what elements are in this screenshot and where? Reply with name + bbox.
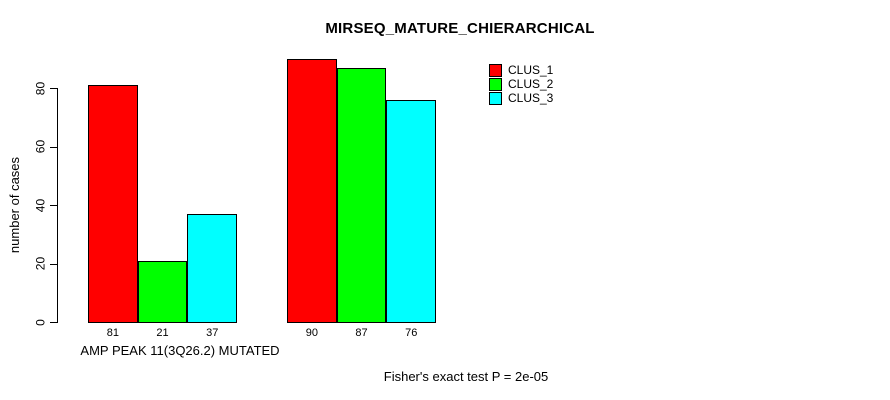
y-tick	[50, 146, 57, 148]
bar-clus_1-group2	[287, 58, 337, 323]
bar-value-label: 90	[305, 327, 318, 339]
bar-value-label: 81	[106, 327, 119, 339]
legend-item-clus_2: CLUS_2	[489, 78, 553, 91]
y-tick-label: 0	[33, 318, 48, 326]
y-axis-line	[57, 88, 58, 323]
y-tick-label: 20	[33, 256, 48, 271]
chart-title: MIRSEQ_MATURE_CHIERARCHICAL	[325, 20, 595, 37]
bar-clus_2-group2	[336, 67, 387, 323]
bar-clus_3-group2	[386, 99, 437, 323]
y-tick	[50, 88, 57, 89]
y-tick-label: 80	[33, 81, 48, 95]
bar-clus_2-group1	[137, 260, 188, 323]
pvalue-annotation: Fisher's exact test P = 2e-05	[383, 369, 549, 384]
bar-value-label: 87	[355, 327, 368, 339]
legend-label: CLUS_1	[508, 63, 554, 77]
legend-item-clus_1: CLUS_1	[489, 64, 553, 77]
y-tick	[50, 263, 57, 265]
legend-label: CLUS_3	[508, 91, 554, 105]
legend-swatch-clus_3	[489, 92, 502, 105]
legend: CLUS_1 CLUS_2 CLUS_3	[489, 64, 553, 106]
legend-item-clus_3: CLUS_3	[489, 92, 553, 105]
legend-swatch-clus_1	[489, 64, 502, 77]
bar-value-label: 37	[206, 327, 219, 339]
bar-value-label: 76	[405, 327, 418, 339]
bar-value-label: 21	[156, 327, 169, 339]
y-tick	[50, 322, 57, 323]
y-tick	[50, 205, 57, 206]
x-category-label: AMP PEAK 11(3Q26.2) MUTATED	[80, 343, 280, 358]
y-tick-label: 60	[33, 139, 48, 154]
legend-swatch-clus_2	[489, 78, 502, 91]
bar-clus_3-group1	[187, 213, 238, 323]
bar-clus_1-group1	[88, 85, 138, 323]
y-tick-label: 40	[33, 198, 48, 212]
legend-label: CLUS_2	[508, 77, 554, 91]
